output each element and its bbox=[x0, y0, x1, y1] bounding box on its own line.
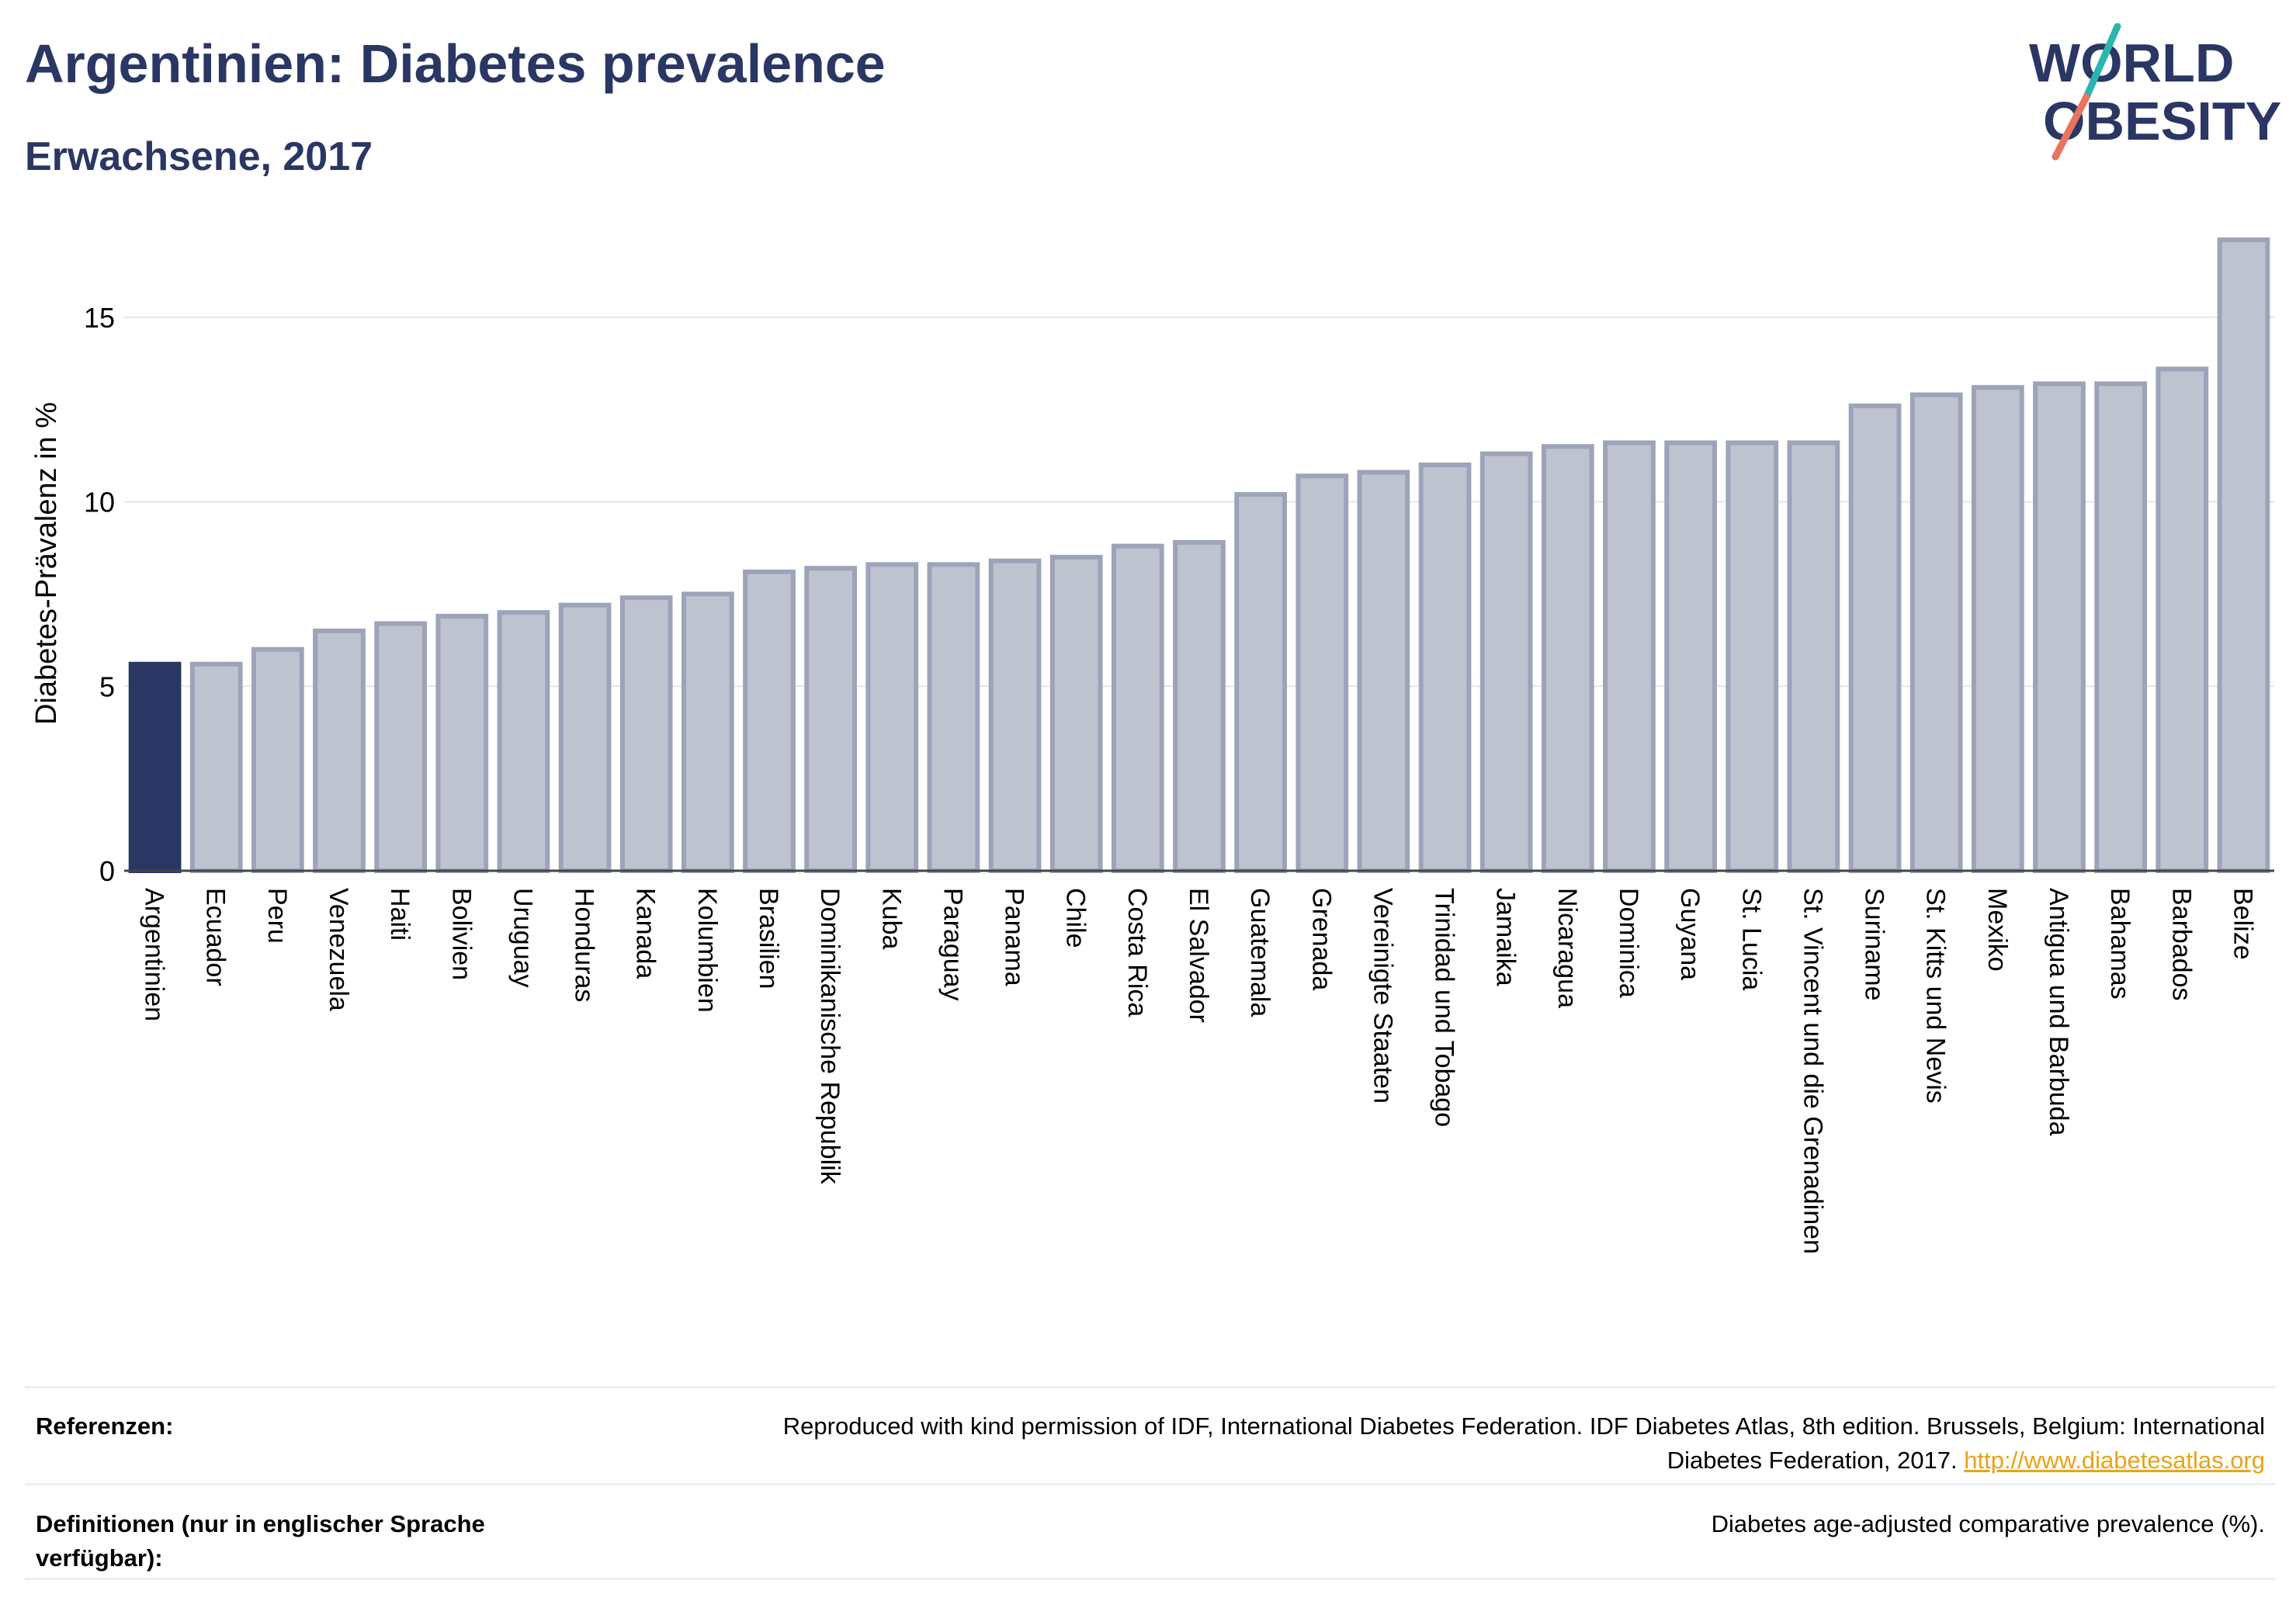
page-title: Argentinien: Diabetes prevalence bbox=[25, 33, 886, 94]
bars-layer bbox=[128, 237, 2270, 874]
x-tick-label: Dominica bbox=[1614, 888, 1643, 998]
bar bbox=[1848, 403, 1902, 873]
x-tick-label: Peru bbox=[262, 888, 292, 944]
bar bbox=[681, 591, 734, 873]
references-link[interactable]: http://www.diabetesatlas.org bbox=[1964, 1447, 2265, 1474]
x-tick-label: El Salvador bbox=[1184, 888, 1213, 1023]
bar bbox=[1909, 392, 1963, 873]
bar bbox=[558, 602, 612, 873]
bar-highlight bbox=[128, 661, 182, 873]
x-tick-label: Antigua und Barbuda bbox=[2044, 888, 2073, 1136]
bar bbox=[1295, 473, 1349, 873]
bar bbox=[2217, 237, 2270, 873]
bar bbox=[2156, 366, 2209, 874]
x-tick-label: Bolivien bbox=[446, 888, 476, 980]
references-text-block: Reproduced with kind permission of IDF, … bbox=[713, 1409, 2276, 1478]
y-axis-label: Diabetes-Prävalenz in % bbox=[30, 402, 63, 725]
x-tick-label: Argentinien bbox=[140, 888, 169, 1021]
bar bbox=[743, 569, 796, 873]
axis-layer: 0 5 10 15 Argentinien Ecuador Peru Venezuela Hai… bbox=[84, 302, 2274, 1254]
bar bbox=[2094, 381, 2148, 874]
x-tick-label: Kolumbien bbox=[692, 888, 722, 1013]
definitions-label: Definitionen (nur in englischer Sprache … bbox=[36, 1510, 485, 1572]
bar-chart: 0 5 10 15 Argentinien Ecuador Peru Venezuela Hai… bbox=[30, 237, 2274, 1254]
bar bbox=[1479, 451, 1533, 874]
bar bbox=[1234, 492, 1288, 873]
bar bbox=[1049, 554, 1103, 873]
logo-slash-coral bbox=[2051, 93, 2090, 161]
references-label: Referenzen: bbox=[36, 1412, 174, 1440]
bar bbox=[1418, 463, 1472, 873]
x-tick-label: Guyana bbox=[1675, 888, 1705, 980]
x-tick-label: Nicaragua bbox=[1552, 888, 1582, 1008]
x-tick-label: Ecuador bbox=[201, 888, 231, 986]
page-subtitle: Erwachsene, 2017 bbox=[25, 134, 373, 179]
bar bbox=[374, 621, 428, 873]
bar bbox=[313, 628, 366, 873]
x-tick-label: St. Kitts und Nevis bbox=[1921, 888, 1951, 1104]
world-obesity-logo: WORLD OBESITY bbox=[2029, 23, 2281, 161]
bar bbox=[927, 562, 980, 873]
bar bbox=[1173, 539, 1226, 873]
bar bbox=[251, 646, 304, 873]
x-tick-label: Uruguay bbox=[508, 888, 537, 988]
y-tick-label: 5 bbox=[99, 671, 115, 702]
x-tick-label: Vereinigte Staaten bbox=[1368, 888, 1397, 1104]
bar bbox=[189, 661, 243, 873]
bar bbox=[865, 562, 919, 873]
y-tick-label: 10 bbox=[84, 487, 115, 518]
bar bbox=[435, 613, 489, 873]
x-tick-label: Grenada bbox=[1306, 888, 1336, 990]
x-tick-label: Kanada bbox=[631, 888, 661, 979]
bar bbox=[1603, 440, 1656, 873]
bar bbox=[1787, 440, 1840, 873]
x-tick-label: Bahamas bbox=[2105, 888, 2135, 1000]
x-tick-label: Paraguay bbox=[938, 888, 967, 1001]
bar bbox=[804, 566, 858, 873]
x-tick-label: Guatemala bbox=[1245, 888, 1275, 1017]
y-tick-label: 15 bbox=[84, 302, 115, 334]
y-tick-label: 0 bbox=[99, 855, 115, 887]
bar bbox=[497, 610, 550, 873]
bar bbox=[2033, 381, 2086, 874]
bar bbox=[1111, 543, 1164, 873]
x-tick-label: Kuba bbox=[876, 888, 906, 949]
x-tick-label: Venezuela bbox=[324, 888, 353, 1011]
bar bbox=[619, 595, 673, 873]
bar bbox=[1725, 440, 1779, 873]
logo-line-2: OBESITY bbox=[2043, 91, 2281, 151]
x-tick-label: Brasilien bbox=[754, 888, 783, 989]
bar bbox=[1664, 440, 1718, 873]
bar bbox=[1971, 385, 2024, 873]
x-tick-label: Mexiko bbox=[1982, 888, 2012, 972]
x-tick-label: Jamaika bbox=[1491, 888, 1521, 986]
definitions-text: Diabetes age-adjusted comparative preval… bbox=[1711, 1510, 2265, 1537]
x-tick-label: Trinidad und Tobago bbox=[1430, 888, 1459, 1127]
x-tick-label: Honduras bbox=[570, 888, 599, 1002]
bar bbox=[1541, 444, 1594, 873]
x-tick-label: Belize bbox=[2228, 888, 2257, 960]
x-tick-label: Dominikanische Republik bbox=[815, 888, 845, 1185]
x-tick-label: Haiti bbox=[385, 888, 414, 941]
x-tick-label: St. Lucia bbox=[1736, 888, 1766, 990]
x-tick-label: Suriname bbox=[1860, 888, 1889, 1001]
references-row: Referenzen: Reproduced with kind permiss… bbox=[25, 1386, 2276, 1483]
x-tick-label: St. Vincent und die Grenadinen bbox=[1798, 888, 1827, 1254]
references-text: Reproduced with kind permission of IDF, … bbox=[782, 1412, 2265, 1474]
x-tick-label: Barbados bbox=[2166, 888, 2196, 1001]
footer-table: Referenzen: Reproduced with kind permiss… bbox=[25, 1386, 2276, 1580]
bar bbox=[1357, 470, 1410, 873]
bar bbox=[988, 558, 1042, 873]
x-tick-label: Panama bbox=[1000, 888, 1029, 986]
logo-line-1: WORLD bbox=[2029, 33, 2234, 93]
logo-slash-teal bbox=[2083, 23, 2121, 101]
definitions-row: Definitionen (nur in englischer Sprache … bbox=[25, 1483, 2276, 1580]
x-tick-label: Costa Rica bbox=[1122, 888, 1152, 1017]
x-tick-label: Chile bbox=[1061, 888, 1091, 948]
